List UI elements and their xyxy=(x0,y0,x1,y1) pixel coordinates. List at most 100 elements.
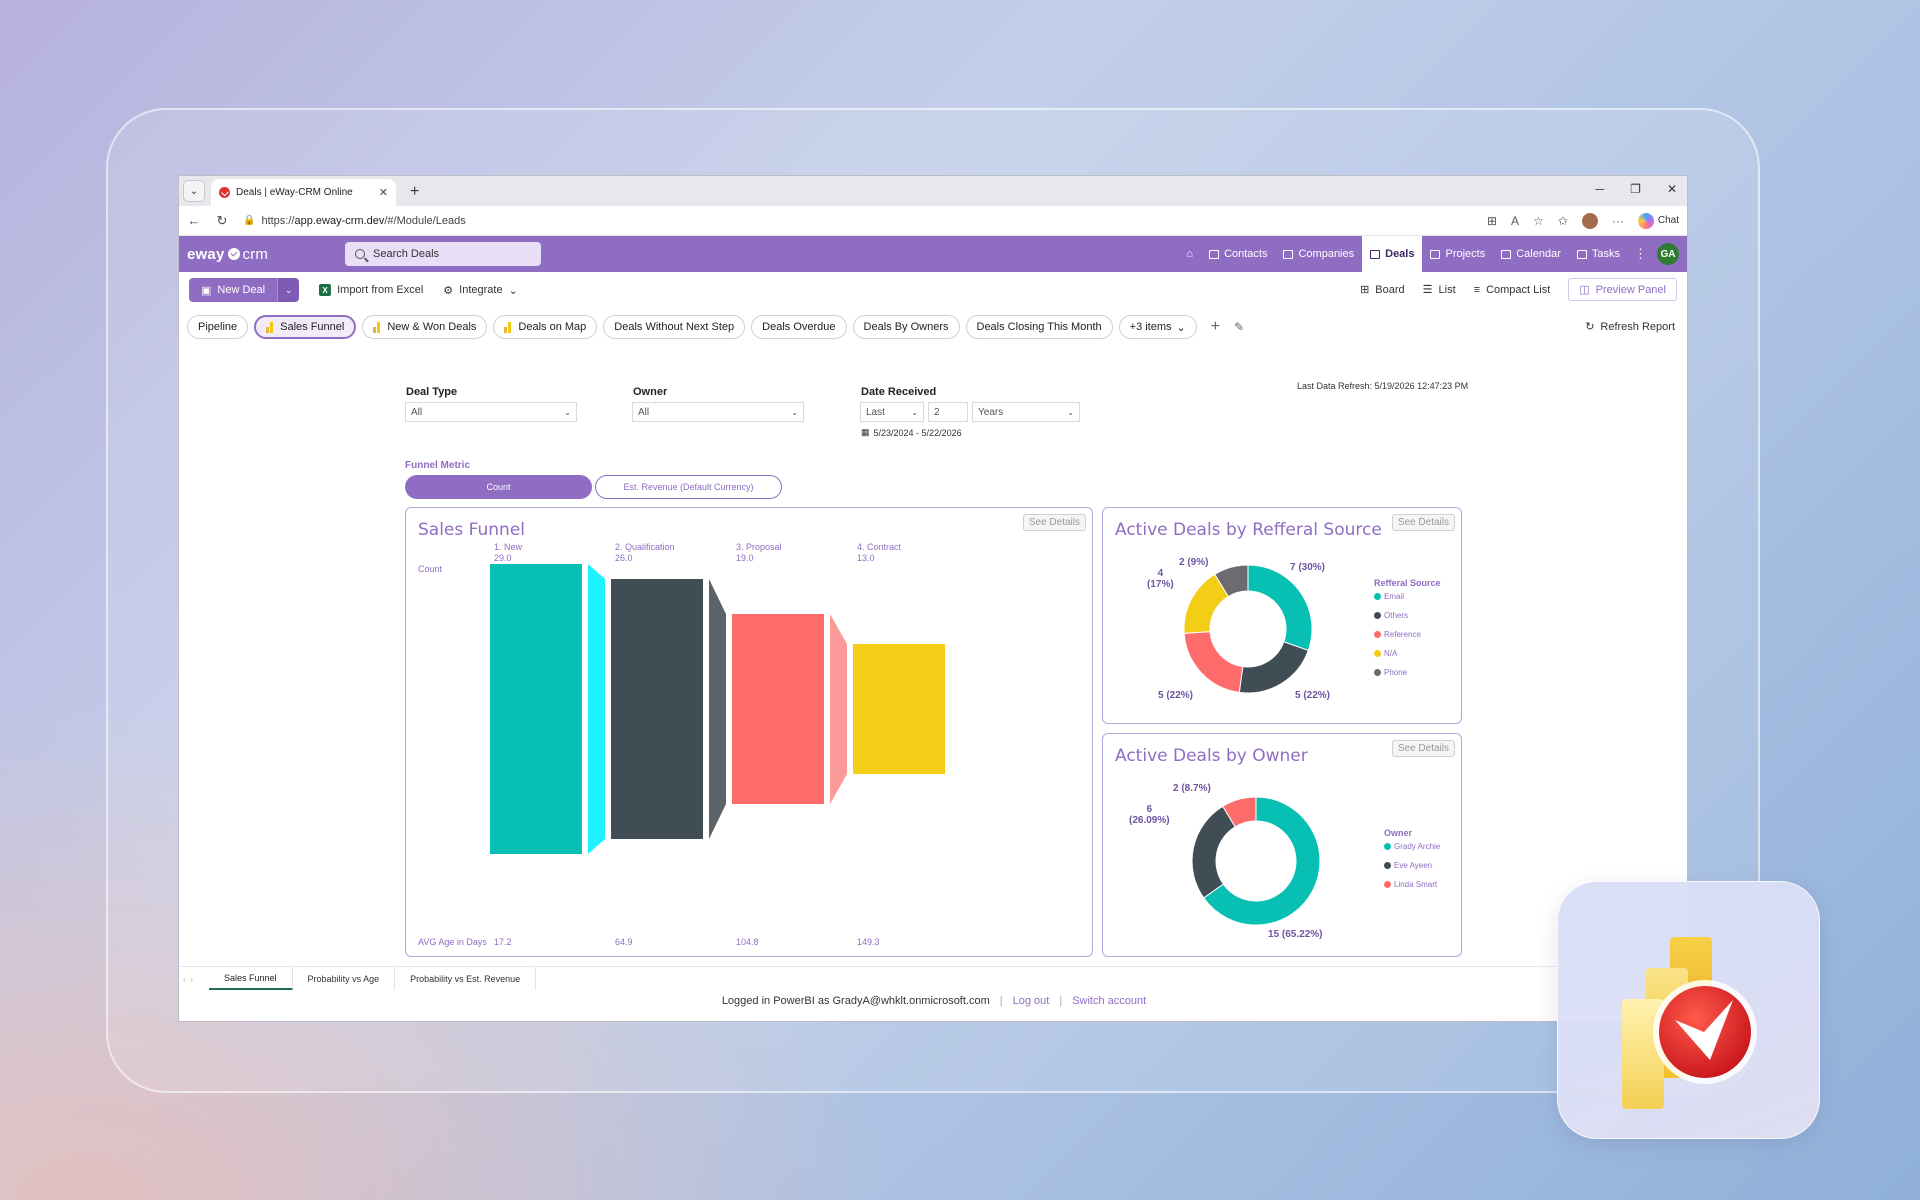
close-window-icon[interactable]: ✕ xyxy=(1666,182,1677,196)
nav-home[interactable]: ⌂ xyxy=(1178,236,1201,272)
legend-item[interactable]: Grady Archie xyxy=(1384,842,1440,851)
page-tab-sales-funnel[interactable]: Sales Funnel xyxy=(209,967,293,990)
legend-item[interactable]: Eve Ayeen xyxy=(1384,861,1432,870)
legend-item[interactable]: N/A xyxy=(1374,649,1397,658)
funnel-bar-2 xyxy=(611,579,703,839)
funnel-stage-label: 3. Proposal xyxy=(736,542,782,552)
board-view-button[interactable]: ⊞ Board xyxy=(1360,283,1405,297)
donut-data-label: 15 (65.22%) xyxy=(1268,929,1323,940)
nav-projects[interactable]: Projects xyxy=(1422,236,1493,272)
profile-avatar[interactable] xyxy=(1581,212,1598,229)
chevron-down-icon: ⌄ xyxy=(1176,321,1186,334)
legend-item[interactable]: Phone xyxy=(1374,668,1407,677)
favorite-star-icon[interactable]: ☆ xyxy=(1533,213,1544,228)
tab-deals-overdue[interactable]: Deals Overdue xyxy=(751,315,847,339)
contacts-icon xyxy=(1209,249,1220,259)
url-field[interactable]: 🔒 https://app.eway-crm.dev/#/Module/Lead… xyxy=(243,215,1473,227)
page-nav-arrows[interactable]: ‹ › xyxy=(183,967,209,990)
chevron-down-icon: ⌄ xyxy=(1067,407,1074,417)
import-excel-button[interactable]: X Import from Excel xyxy=(319,284,423,296)
prev-page-icon[interactable]: ‹ xyxy=(183,973,186,984)
tab-deals-by-owners[interactable]: Deals By Owners xyxy=(852,315,960,339)
edit-pencil-icon[interactable]: ✎ xyxy=(1234,320,1245,334)
search-deals-input[interactable]: Search Deals xyxy=(345,242,541,266)
more-menu-icon[interactable]: ··· xyxy=(1611,213,1624,228)
compact-list-label: Compact List xyxy=(1486,283,1551,296)
list-view-button[interactable]: ☰ List xyxy=(1423,283,1456,297)
browser-window: ⌄ Deals | eWay-CRM Online ✕ + ─ ❐ ✕ ← ↻ … xyxy=(178,175,1688,1022)
deal-type-label: Deal Type xyxy=(406,386,458,398)
tab-list-chevron-icon[interactable]: ⌄ xyxy=(183,180,205,202)
deal-type-dropdown[interactable]: All ⌄ xyxy=(405,402,577,422)
logo-eway: eway xyxy=(187,245,225,263)
restore-icon[interactable]: ❐ xyxy=(1630,182,1641,196)
tab-deals-without-next-step[interactable]: Deals Without Next Step xyxy=(603,315,746,339)
legend-item[interactable]: Others xyxy=(1374,611,1408,620)
donut-slice-others xyxy=(1238,641,1309,694)
user-avatar[interactable]: GA xyxy=(1657,243,1679,265)
legend-item[interactable]: Email xyxy=(1374,592,1404,601)
eway-crm-logo[interactable]: eway crm xyxy=(187,246,335,263)
see-details-button[interactable]: See Details xyxy=(1391,514,1455,531)
page-tab-probability-age[interactable]: Probability vs Age xyxy=(293,967,396,990)
switch-account-link[interactable]: Switch account xyxy=(1072,995,1147,1007)
donut-data-label: 2 (9%) xyxy=(1179,557,1209,568)
browser-tab-strip: ⌄ Deals | eWay-CRM Online ✕ + ─ ❐ ✕ xyxy=(179,176,1687,206)
nav-tasks[interactable]: Tasks xyxy=(1569,236,1628,272)
page-tab-probability-revenue[interactable]: Probability vs Est. Revenue xyxy=(395,967,537,990)
date-mode-dropdown[interactable]: Last ⌄ xyxy=(860,402,924,422)
date-received-label: Date Received xyxy=(861,386,937,398)
date-count-input[interactable]: 2 xyxy=(928,402,968,422)
url-host: app.eway-crm.dev xyxy=(294,214,385,227)
copilot-chat-button[interactable]: Chat xyxy=(1637,212,1679,229)
preview-panel-button[interactable]: ◫ Preview Panel xyxy=(1568,278,1677,301)
new-tab-icon[interactable]: + xyxy=(410,183,420,200)
count-metric-button[interactable]: Count xyxy=(405,475,592,499)
see-details-button[interactable]: See Details xyxy=(1022,514,1086,531)
tab-deals-on-map[interactable]: Deals on Map xyxy=(493,315,598,339)
nav-contacts[interactable]: Contacts xyxy=(1201,236,1275,272)
new-deal-split-button: ▣ New Deal ⌄ xyxy=(189,278,300,302)
more-nav-icon[interactable]: ⋮ xyxy=(1634,246,1647,261)
date-unit-dropdown[interactable]: Years ⌄ xyxy=(972,402,1080,422)
reload-icon[interactable]: ↻ xyxy=(216,212,228,228)
minimize-icon[interactable]: ─ xyxy=(1595,182,1605,196)
nav-companies[interactable]: Companies xyxy=(1275,236,1362,272)
tab-sales-funnel[interactable]: Sales Funnel xyxy=(254,315,357,339)
tab-deals-closing-this-month[interactable]: Deals Closing This Month xyxy=(965,315,1113,339)
new-deal-dropdown-icon[interactable]: ⌄ xyxy=(277,278,300,302)
favorites-icon[interactable]: ✩ xyxy=(1557,213,1568,228)
new-deal-button[interactable]: ▣ New Deal xyxy=(189,278,278,302)
read-aloud-icon[interactable]: A xyxy=(1511,213,1520,228)
funnel-age-value: 64.9 xyxy=(615,937,633,947)
browser-tab[interactable]: Deals | eWay-CRM Online ✕ xyxy=(211,179,396,206)
donut-data-label: 2 (8.7%) xyxy=(1173,783,1211,794)
refresh-report-button[interactable]: ↻ Refresh Report xyxy=(1585,320,1675,334)
funnel-connector-3 xyxy=(830,614,847,804)
new-deal-label: New Deal xyxy=(217,284,266,296)
excel-icon: X xyxy=(319,284,332,296)
legend-label: Phone xyxy=(1384,668,1408,677)
legend-item[interactable]: Linda Smart xyxy=(1384,880,1437,889)
legend-item[interactable]: Reference xyxy=(1374,630,1421,639)
tab-new-won-deals[interactable]: New & Won Deals xyxy=(362,315,488,339)
tab-more-items[interactable]: +3 items ⌄ xyxy=(1118,315,1197,339)
legend-swatch xyxy=(1384,881,1391,888)
next-page-icon[interactable]: › xyxy=(190,973,193,984)
nav-companies-label: Companies xyxy=(1298,248,1355,260)
app-available-icon[interactable]: ⊞ xyxy=(1486,213,1498,228)
address-bar-icons: ⊞ A ☆ ✩ ··· Chat xyxy=(1486,212,1679,229)
revenue-metric-button[interactable]: Est. Revenue (Default Currency) xyxy=(595,475,782,499)
donut-data-label: 5 (22%) xyxy=(1158,690,1194,701)
tab-pipeline[interactable]: Pipeline xyxy=(187,315,249,339)
add-report-icon[interactable]: + xyxy=(1210,318,1221,335)
nav-calendar[interactable]: Calendar xyxy=(1493,236,1569,272)
compact-list-view-button[interactable]: ≡ Compact List xyxy=(1474,284,1551,296)
owner-dropdown[interactable]: All ⌄ xyxy=(632,402,804,422)
integrate-button[interactable]: ⚙ Integrate ⌄ xyxy=(443,284,518,297)
log-out-link[interactable]: Log out xyxy=(1012,995,1050,1007)
back-icon[interactable]: ← xyxy=(187,213,201,228)
close-tab-icon[interactable]: ✕ xyxy=(378,187,388,199)
see-details-button[interactable]: See Details xyxy=(1391,740,1455,757)
nav-deals[interactable]: Deals xyxy=(1362,236,1423,272)
